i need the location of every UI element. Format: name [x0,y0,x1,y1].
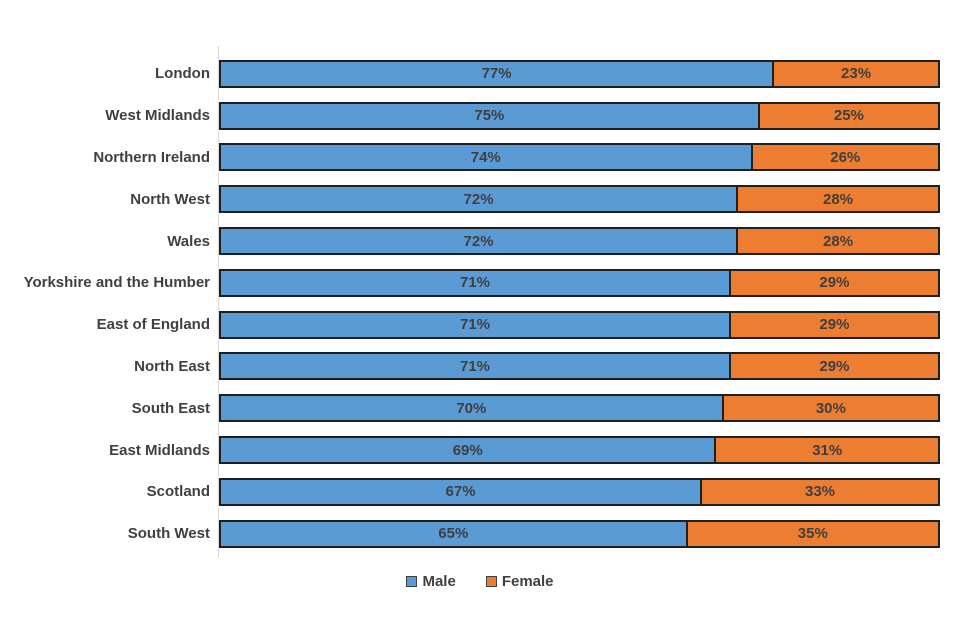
female-value-label: 29% [819,316,850,334]
legend-item: Male [406,573,456,590]
bar-row: South East 70% 30% [0,387,960,429]
male-value-label: 77% [481,65,512,83]
male-value-label: 71% [459,316,490,334]
male-segment: 71% [219,310,731,339]
male-segment: 77% [219,59,775,88]
female-value-label: 23% [841,65,872,83]
male-value-label: 72% [463,232,494,250]
bar-track: 71% 29% [219,268,940,297]
male-segment: 67% [219,477,703,506]
bar-row: South West 65% 35% [0,513,960,555]
female-segment: 25% [759,101,940,130]
female-value-label: 26% [830,148,861,166]
category-label: Northern Ireland [93,148,210,166]
bar-track: 74% 26% [219,143,940,172]
female-value-label: 29% [819,274,850,292]
female-value-label: 31% [812,441,843,459]
female-segment: 29% [730,310,940,339]
category-label: South West [127,525,210,543]
legend-item-label: Female [501,573,554,590]
male-value-label: 72% [463,190,494,208]
bar-track: 70% 30% [219,394,940,423]
male-segment: 70% [219,394,724,423]
female-value-label: 30% [815,399,846,417]
bar-track: 67% 33% [219,477,940,506]
female-segment: 26% [752,143,940,172]
male-value-label: 75% [474,107,505,125]
legend-item-label: Male [422,573,456,590]
female-segment: 35% [687,519,940,548]
bar-row: North West 72% 28% [0,178,960,220]
bar-row: North East 71% 29% [0,346,960,388]
male-segment: 71% [219,268,731,297]
bar-row: London 77% 23% [0,53,960,95]
bar-track: 69% 31% [219,436,940,465]
female-value-label: 25% [833,107,864,125]
legend-swatch-icon [406,576,418,587]
legend: Male Female [0,573,960,590]
male-value-label: 74% [470,148,501,166]
bar-row: East Midlands 69% 31% [0,429,960,471]
male-value-label: 71% [459,357,490,375]
male-segment: 69% [219,436,717,465]
category-label: East Midlands [109,441,210,459]
category-label: Yorkshire and the Humber [23,274,210,292]
bar-row: Scotland 67% 33% [0,471,960,513]
bar-track: 71% 29% [219,310,940,339]
bar-track: 72% 28% [219,227,940,256]
male-segment: 72% [219,227,739,256]
female-segment: 28% [738,185,940,214]
female-value-label: 28% [823,190,854,208]
male-value-label: 69% [452,441,483,459]
male-value-label: 70% [456,399,487,417]
male-segment: 65% [219,519,688,548]
legend-item: Female [485,573,554,590]
category-label: Wales [167,232,210,250]
female-value-label: 29% [819,357,850,375]
bar-track: 65% 35% [219,519,940,548]
legend-swatch-icon [485,576,497,587]
bar-row: Northern Ireland 74% 26% [0,137,960,179]
male-value-label: 71% [459,274,490,292]
category-label: West Midlands [105,107,210,125]
bar-row: East of England 71% 29% [0,304,960,346]
female-value-label: 35% [797,525,828,543]
bar-track: 75% 25% [219,101,940,130]
bar-row: Yorkshire and the Humber 71% 29% [0,262,960,304]
female-segment: 29% [730,352,940,381]
category-label: South East [131,399,210,417]
female-value-label: 28% [823,232,854,250]
female-segment: 29% [730,268,940,297]
female-segment: 28% [738,227,940,256]
male-segment: 75% [219,101,760,130]
male-value-label: 65% [438,525,469,543]
category-label: North West [130,190,210,208]
bar-row: West Midlands 75% 25% [0,95,960,137]
bar-track: 72% 28% [219,185,940,214]
category-label: Scotland [146,483,210,501]
female-segment: 33% [702,477,940,506]
y-axis-line [218,46,219,558]
female-segment: 31% [716,436,940,465]
female-segment: 23% [774,59,940,88]
bar-track: 71% 29% [219,352,940,381]
female-segment: 30% [723,394,940,423]
bar-row: Wales 72% 28% [0,220,960,262]
male-segment: 72% [219,185,739,214]
female-value-label: 33% [805,483,836,501]
category-label: East of England [96,316,210,334]
male-segment: 74% [219,143,753,172]
plot-area: London 77% 23% West Midlands 75% 25% Nor… [0,53,960,555]
male-value-label: 67% [445,483,476,501]
category-label: London [155,65,210,83]
category-label: North East [134,357,210,375]
bar-track: 77% 23% [219,59,940,88]
male-segment: 71% [219,352,731,381]
